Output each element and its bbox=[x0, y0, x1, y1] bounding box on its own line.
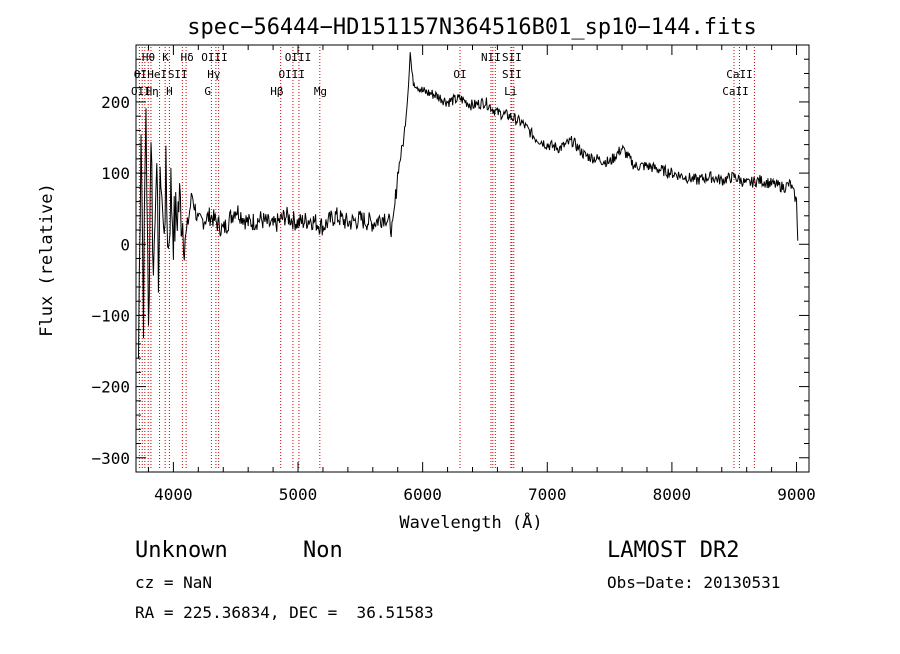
line-label: Hβ bbox=[270, 85, 284, 98]
x-axis: 4000 5000 6000 7000 8000 9000 bbox=[147, 45, 816, 504]
line-label: OIII bbox=[201, 51, 228, 64]
redshift-value: cz = NaN bbox=[135, 573, 213, 592]
x-tick-label: 5000 bbox=[279, 485, 318, 504]
line-label: G bbox=[204, 85, 211, 98]
y-tick-label: −100 bbox=[91, 306, 130, 325]
line-label: Li bbox=[504, 85, 517, 98]
y-tick-label: −300 bbox=[91, 449, 130, 468]
y-axis: −300 −200 −100 0 100 200 bbox=[91, 58, 809, 468]
line-label: Hδ bbox=[180, 51, 193, 64]
survey-name: LAMOST DR2 bbox=[607, 538, 740, 563]
x-axis-label: Wavelength (Å) bbox=[399, 511, 542, 533]
object-subclass: Non bbox=[303, 538, 343, 563]
line-label: K bbox=[162, 51, 169, 64]
y-axis-label: Flux (relative) bbox=[37, 183, 57, 337]
line-label: Hθ bbox=[142, 51, 155, 64]
x-tick-label: 6000 bbox=[403, 485, 442, 504]
line-label: NII bbox=[481, 51, 501, 64]
y-tick-label: 200 bbox=[101, 93, 130, 112]
object-class: Unknown bbox=[135, 538, 228, 563]
line-label: OIII bbox=[279, 68, 306, 81]
y-tick-label: 0 bbox=[120, 235, 130, 254]
x-tick-label: 7000 bbox=[528, 485, 567, 504]
sky-coordinates: RA = 225.36834, DEC = 36.51583 bbox=[135, 603, 434, 622]
spectrum-line bbox=[138, 52, 799, 359]
line-label: OI bbox=[453, 68, 466, 81]
line-label: CaII bbox=[722, 85, 749, 98]
line-label: OIII bbox=[285, 51, 312, 64]
line-label: SII bbox=[168, 68, 188, 81]
line-label: Mg bbox=[314, 85, 327, 98]
line-label: HeI bbox=[147, 68, 167, 81]
chart-title: spec−56444−HD151157N364516B01_sp10−144.f… bbox=[187, 15, 757, 40]
observation-date: Obs−Date: 20130531 bbox=[607, 573, 781, 592]
x-tick-label: 9000 bbox=[777, 485, 816, 504]
x-tick-label: 8000 bbox=[653, 485, 692, 504]
line-label: Hη bbox=[146, 85, 159, 98]
line-label: SII bbox=[502, 68, 522, 81]
line-label: CaII bbox=[726, 68, 753, 81]
spectral-line-markers bbox=[138, 47, 755, 470]
y-tick-label: 100 bbox=[101, 164, 130, 183]
line-label: Hγ bbox=[207, 68, 221, 81]
x-tick-label: 4000 bbox=[154, 485, 193, 504]
plot-frame bbox=[135, 44, 810, 473]
line-label: SII bbox=[502, 51, 522, 64]
line-label: H bbox=[166, 85, 173, 98]
y-tick-label: −200 bbox=[91, 378, 130, 397]
line-label: OI bbox=[134, 68, 147, 81]
